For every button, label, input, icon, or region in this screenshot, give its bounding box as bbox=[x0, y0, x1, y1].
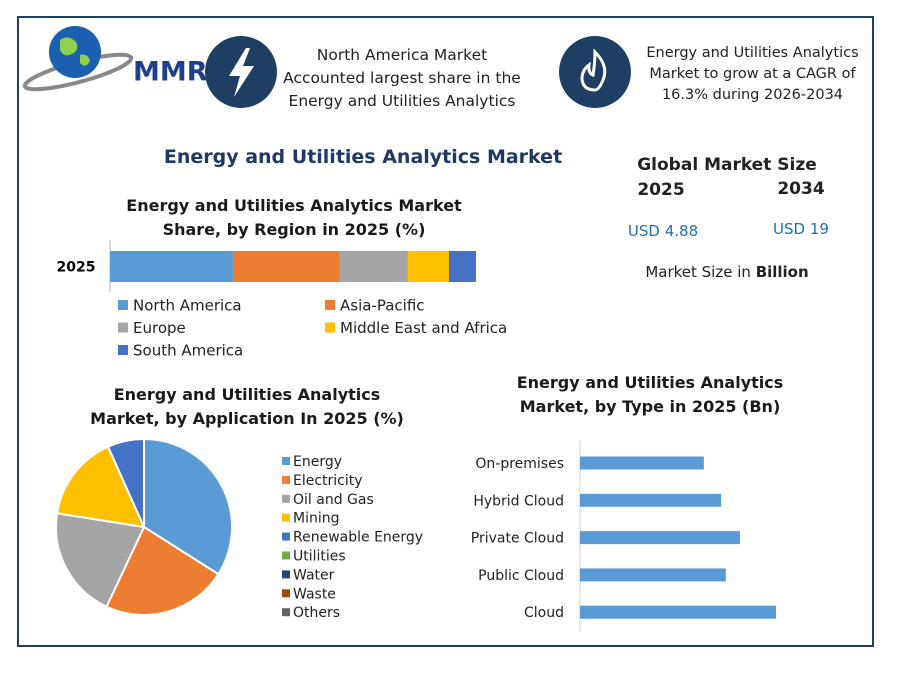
legend-swatch bbox=[118, 345, 128, 355]
frame bbox=[17, 16, 874, 647]
legend-label: Electricity bbox=[293, 473, 363, 489]
market-value: USD 19 bbox=[773, 220, 829, 238]
category-label: Public Cloud bbox=[478, 568, 564, 584]
legend-swatch bbox=[282, 589, 290, 598]
bar-segment bbox=[407, 251, 449, 282]
legend-swatch bbox=[282, 457, 290, 465]
legend-label: Energy bbox=[293, 454, 342, 470]
bar bbox=[580, 493, 722, 507]
bolt bbox=[229, 48, 254, 97]
legend-swatch bbox=[325, 322, 335, 333]
category-label: On-premises bbox=[475, 456, 564, 472]
note-unit: Billion bbox=[755, 263, 809, 281]
legend-label: Asia-Pacific bbox=[340, 297, 425, 315]
legend-label: Others bbox=[293, 605, 340, 621]
legend-swatch bbox=[118, 322, 128, 333]
legend-label: Oil and Gas bbox=[293, 492, 374, 508]
legend-label: Water bbox=[293, 567, 335, 583]
chart-title: Energy and Utilities Analytics Market, b… bbox=[516, 373, 784, 416]
legend-label: Mining bbox=[293, 511, 340, 527]
pie-slice bbox=[106, 437, 145, 528]
category-label: Hybrid Cloud bbox=[473, 493, 564, 509]
bar bbox=[580, 568, 726, 582]
chart-title: Energy and Utilities Analytics Market Sh… bbox=[126, 196, 462, 239]
main-title: Energy and Utilities Analytics Market bbox=[163, 146, 563, 168]
legend-label: Europe bbox=[133, 319, 186, 337]
legend-label: Waste bbox=[293, 586, 336, 602]
market-note: Market Size in Billion bbox=[600, 263, 854, 281]
pie-slice bbox=[55, 512, 146, 608]
highlight-2: Energy and Utilities Analytics Market to… bbox=[646, 45, 859, 103]
legend-label: Renewable Energy bbox=[293, 530, 423, 546]
bar bbox=[580, 456, 704, 470]
year: 2025 bbox=[637, 180, 685, 200]
category-label: Private Cloud bbox=[471, 531, 564, 547]
highlight-1: North America Market Accounted largest s… bbox=[283, 46, 521, 110]
icon-flame bbox=[559, 36, 631, 108]
category-label: Cloud bbox=[524, 605, 564, 621]
legend-label: North America bbox=[133, 297, 242, 315]
legend-label: Utilities bbox=[293, 549, 346, 565]
bar-segment bbox=[448, 251, 476, 282]
bar-segment bbox=[110, 251, 233, 282]
note: Market Size in bbox=[645, 263, 751, 281]
chart-title: Energy and Utilities Analytics Market, b… bbox=[90, 385, 404, 428]
legend-swatch bbox=[325, 300, 335, 310]
legend-swatch bbox=[282, 551, 290, 560]
year: 2034 bbox=[777, 179, 825, 199]
pie-slice bbox=[55, 445, 146, 529]
legend-label: South America bbox=[133, 342, 243, 360]
legend-swatch bbox=[282, 494, 290, 503]
bar-segment bbox=[339, 251, 408, 282]
legend-swatch bbox=[282, 513, 290, 522]
bar bbox=[580, 605, 776, 619]
category-label: 2025 bbox=[57, 260, 96, 276]
bar-segment bbox=[232, 251, 340, 282]
flame bbox=[580, 48, 607, 92]
legend-swatch bbox=[282, 570, 290, 579]
logo-text: MMR bbox=[133, 57, 208, 88]
legend-label: Middle East and Africa bbox=[340, 319, 507, 337]
legend-swatch bbox=[118, 300, 128, 310]
logo-globe bbox=[22, 26, 134, 92]
bar bbox=[580, 531, 740, 545]
legend-swatch bbox=[282, 475, 290, 484]
legend-swatch bbox=[282, 532, 290, 541]
market-size-title: Global Market Size bbox=[637, 155, 817, 175]
market-value: USD 4.88 bbox=[627, 222, 699, 240]
legend-swatch bbox=[282, 608, 290, 617]
